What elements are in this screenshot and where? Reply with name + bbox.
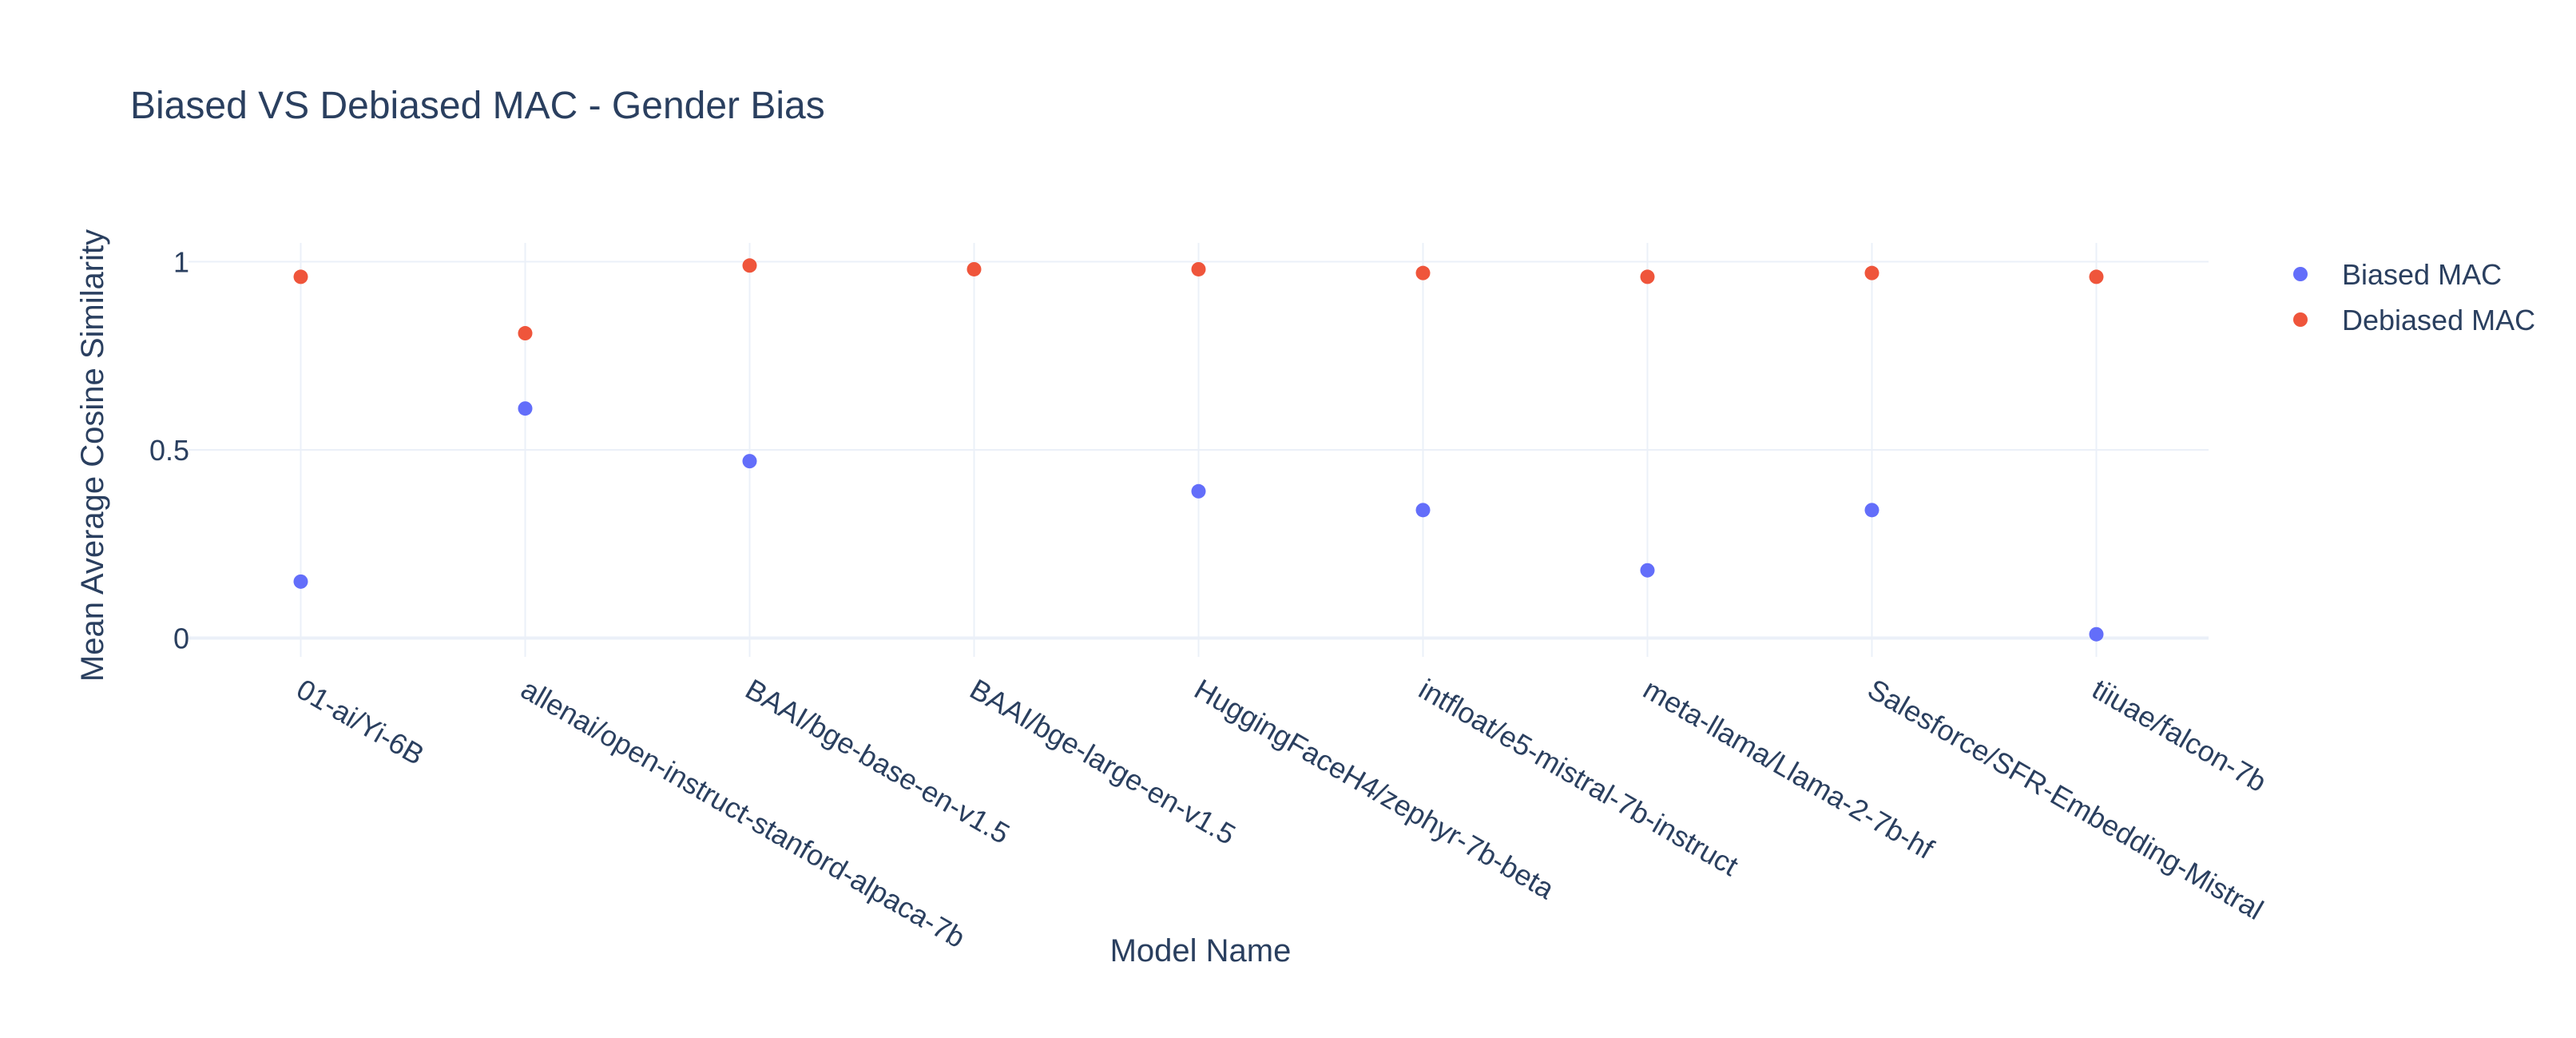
data-point <box>1191 483 1206 499</box>
legend-label: Debiased MAC <box>2342 304 2535 336</box>
y-tick-labels: 00.51 <box>149 246 189 655</box>
legend: Biased MAC Debiased MAC <box>2293 258 2535 336</box>
x-tick-labels: 01-ai/Yi-6B allenai/open-instruct-stanfor… <box>292 672 2272 954</box>
data-point <box>742 454 757 469</box>
x-axis-title: Model Name <box>1110 933 1292 968</box>
data-point <box>293 269 308 284</box>
marks-layer <box>293 258 2104 642</box>
x-tick-label: HuggingFaceH4/zephyr-7b-beta <box>1189 672 1561 905</box>
x-tick-label: 01-ai/Yi-6B <box>292 672 431 771</box>
data-point <box>1640 563 1655 578</box>
legend-marker <box>2293 312 2308 327</box>
data-point <box>518 326 533 341</box>
x-tick-label: Salesforce/SFR-Embedding-Mistral <box>1863 672 2269 926</box>
y-tick-label: 1 <box>173 246 189 279</box>
y-axis-title: Mean Average Cosine Similarity <box>75 229 110 682</box>
grid-layer <box>189 243 2209 657</box>
data-point <box>2089 269 2104 284</box>
data-point <box>1640 269 1655 284</box>
y-tick-label: 0.5 <box>149 434 189 467</box>
data-point <box>742 258 757 273</box>
data-point <box>1415 265 1431 280</box>
x-tick-label: tiiuae/falcon-7b <box>2087 672 2272 798</box>
data-point <box>2089 626 2104 642</box>
data-point <box>1864 503 1879 518</box>
data-point <box>966 261 982 276</box>
y-tick-label: 0 <box>173 622 189 654</box>
data-point <box>1191 261 1206 276</box>
x-tick-label: allenai/open-instruct-stanford-alpaca-7b <box>516 672 971 954</box>
data-point <box>1415 503 1431 518</box>
data-point <box>518 401 533 416</box>
legend-marker <box>2293 267 2308 281</box>
data-point <box>293 574 308 589</box>
legend-label: Biased MAC <box>2342 258 2502 291</box>
chart-title: Biased VS Debiased MAC - Gender Bias <box>130 85 825 127</box>
data-point <box>1864 265 1879 280</box>
